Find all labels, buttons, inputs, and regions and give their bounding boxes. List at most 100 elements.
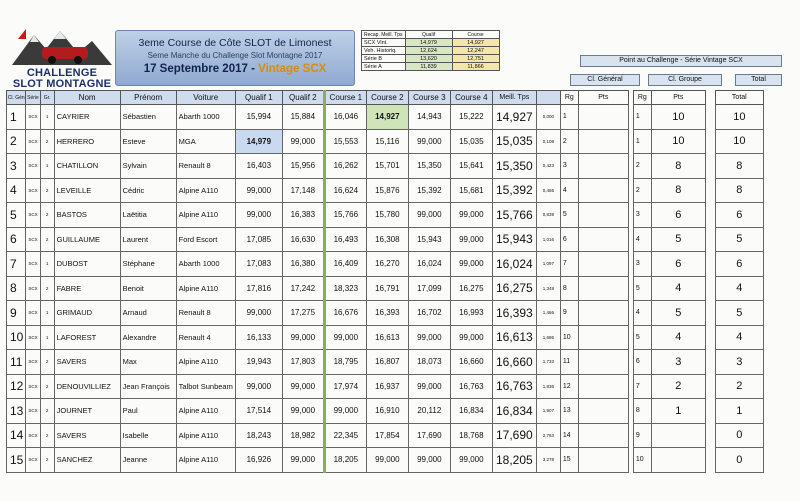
col-header (535, 90, 561, 105)
course2-cell: 16,937 (365, 373, 409, 399)
group-rank-cell: 1 (632, 128, 652, 154)
group-rank-cell: 2 (632, 177, 652, 203)
total-cell: 4 (714, 275, 764, 301)
group-cell: 2 (39, 177, 55, 203)
gap-cell: 0,465 (535, 177, 561, 203)
car-cell: Renault 8 (175, 300, 236, 326)
qualif2-cell: 99,000 (281, 398, 326, 424)
course4-cell: 15,641 (449, 153, 493, 179)
course1-cell: 16,676 (323, 300, 367, 326)
last-name-cell: SANCHEZ (53, 447, 121, 473)
group-cell: 1 (39, 104, 55, 130)
serie-cell: SCX (25, 153, 41, 179)
gap-cell: 0,108 (535, 128, 561, 154)
spacer (705, 227, 715, 252)
group-rank-cell: 4 (632, 300, 652, 326)
course1-cell: 18,795 (323, 349, 367, 375)
course3-cell: 15,392 (407, 177, 451, 203)
general-rank-cell: 1 (559, 104, 579, 130)
group-rank-cell: 8 (632, 398, 652, 424)
course1-cell: 16,493 (323, 226, 367, 252)
car-cell: Ford Escort (175, 226, 236, 252)
general-points-cell (577, 153, 629, 179)
table-row: 9 SCX 1 GRIMAUD Arnaud Renault 8 99,000 17,275 1… (5, 300, 764, 326)
group-cell: 2 (39, 202, 55, 228)
car-cell: Renault 8 (175, 153, 236, 179)
course4-cell: 16,834 (449, 398, 493, 424)
total-cell: 10 (714, 104, 764, 130)
best-time-cell: 15,035 (491, 128, 537, 154)
gap-cell: 1,733 (535, 349, 561, 375)
spacer (705, 301, 715, 326)
course1-cell: 17,974 (323, 373, 367, 399)
group-cell: 1 (39, 251, 55, 277)
group-points-cell: 8 (650, 177, 706, 203)
qualif1-cell: 16,403 (234, 153, 283, 179)
position-cell: 10 (5, 324, 27, 350)
table-row: 7 SCX 1 DUBOST Stéphane Abarth 1000 17,083 16,3… (5, 251, 764, 277)
best-time-cell: 16,660 (491, 349, 537, 375)
first-name-cell: Sylvain (119, 153, 177, 179)
col-header: Prénom (119, 90, 177, 105)
qualif1-cell: 16,926 (234, 447, 283, 473)
spacer (705, 154, 715, 179)
serie-cell: SCX (25, 226, 41, 252)
best-time-cell: 16,024 (491, 251, 537, 277)
course1-cell: 16,046 (323, 104, 367, 130)
recap-label: Série B (361, 54, 406, 63)
total-cell: 1 (714, 398, 764, 424)
last-name-cell: JOURNET (53, 398, 121, 424)
results-table: Cl. Gén Série Gr. Nom Prénom Voiture Qua… (5, 90, 764, 473)
course3-cell: 99,000 (407, 202, 451, 228)
position-cell: 13 (5, 398, 27, 424)
date-separator: - (247, 63, 259, 75)
serie-cell: SCX (25, 447, 41, 473)
serie-cell: SCX (25, 324, 41, 350)
qualif1-cell: 17,514 (234, 398, 283, 424)
gap-cell: 1,836 (535, 373, 561, 399)
serie-cell: SCX (25, 349, 41, 375)
challenge-title: Point au Challenge - Série Vintage SCX (580, 55, 782, 67)
qualif2-cell: 15,956 (281, 153, 326, 179)
table-header-row: Cl. Gén Série Gr. Nom Prénom Voiture Qua… (5, 90, 764, 105)
position-cell: 12 (5, 373, 27, 399)
general-rank-cell: 13 (559, 398, 579, 424)
general-rank-cell: 14 (559, 422, 579, 448)
group-cell: 2 (39, 349, 55, 375)
general-points-cell (577, 104, 629, 130)
serie-cell: SCX (25, 398, 41, 424)
course2-cell: 16,393 (365, 300, 409, 326)
spacer (705, 423, 715, 448)
qualif2-cell: 16,380 (281, 251, 326, 277)
group-rank-cell: 4 (632, 226, 652, 252)
course2-cell: 16,308 (365, 226, 409, 252)
group-cell: 2 (39, 373, 55, 399)
qualif2-cell: 15,884 (281, 104, 326, 130)
group-rank-cell: 10 (632, 447, 652, 473)
first-name-cell: Stéphane (119, 251, 177, 277)
car-cell: Renault 4 (175, 324, 236, 350)
table-row: 2 SCX 2 HERRERO Esteve MGA 14,979 99,000 15,553 1… (5, 128, 764, 154)
group-cell: 2 (39, 447, 55, 473)
group-rank-cell: 2 (632, 153, 652, 179)
position-cell: 1 (5, 104, 27, 130)
course3-cell: 16,702 (407, 300, 451, 326)
course2-cell: 16,791 (365, 275, 409, 301)
recap-qualif: 12,624 (404, 46, 453, 55)
total-cell: 10 (714, 128, 764, 154)
course4-cell: 16,763 (449, 373, 493, 399)
course1-cell: 18,205 (323, 447, 367, 473)
course2-cell: 17,854 (365, 422, 409, 448)
last-name-cell: LAFOREST (53, 324, 121, 350)
col-header: Qualif 2 (281, 90, 326, 105)
table-row: 6 SCX 2 GUILLAUME Laurent Ford Escort 17,085 16… (5, 226, 764, 252)
recap-header: Course (451, 30, 500, 39)
position-cell: 4 (5, 177, 27, 203)
car-cell: Alpine A110 (175, 177, 236, 203)
recap-label: Série A (361, 62, 406, 71)
group-points-cell: 6 (650, 202, 706, 228)
gap-cell: 1,097 (535, 251, 561, 277)
spacer (705, 399, 715, 424)
position-cell: 8 (5, 275, 27, 301)
table-row: 10 SCX 1 LAFOREST Alexandre Renault 4 16,133 99… (5, 324, 764, 350)
